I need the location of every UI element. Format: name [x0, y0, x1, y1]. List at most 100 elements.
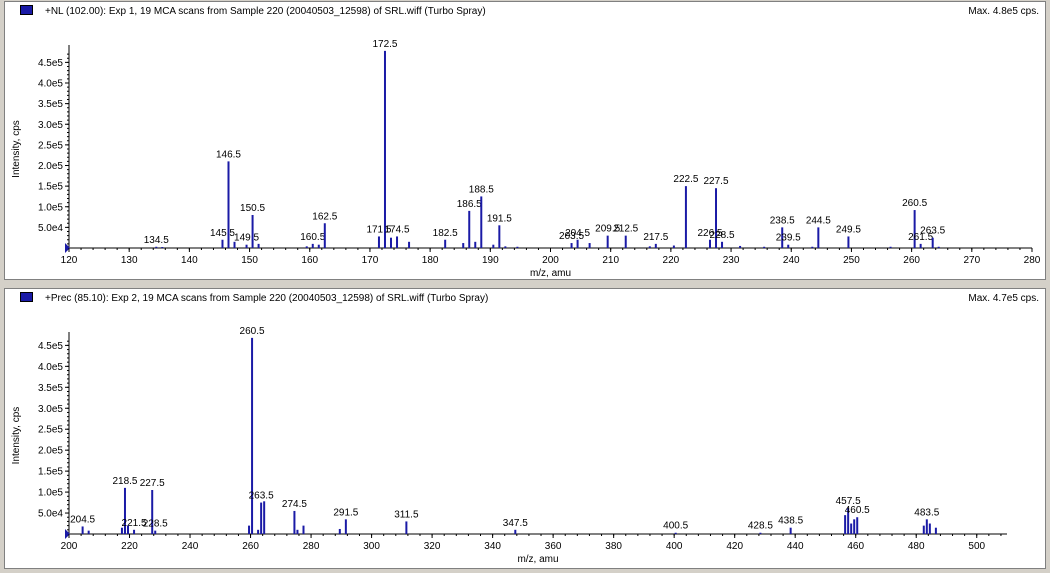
peak-label: 146.5: [216, 149, 241, 160]
x-tick-label: 400: [666, 541, 683, 552]
x-tick-label: 230: [723, 255, 740, 266]
peak-label: 249.5: [836, 224, 861, 235]
peak-label: 238.5: [770, 215, 795, 226]
origin-marker-icon: [65, 529, 70, 539]
peak-label: 186.5: [457, 199, 482, 210]
series-color-swatch: [20, 292, 33, 302]
peak-label: 162.5: [312, 211, 337, 222]
y-tick-label: 1.0e5: [38, 202, 63, 213]
x-tick-label: 250: [843, 255, 860, 266]
x-tick-label: 210: [602, 255, 619, 266]
x-tick-label: 320: [424, 541, 441, 552]
y-tick-label: 4.5e5: [38, 58, 63, 69]
peak-label: 227.5: [704, 176, 729, 187]
peak-label: 204.5: [565, 228, 590, 239]
panel-title: +NL (102.00): Exp 1, 19 MCA scans from S…: [45, 6, 486, 17]
peak-label: 218.5: [112, 476, 137, 487]
x-tick-label: 360: [545, 541, 562, 552]
x-tick-label: 500: [968, 541, 985, 552]
x-tick-label: 260: [242, 541, 259, 552]
peak-label: 150.5: [240, 203, 265, 214]
x-tick-label: 130: [121, 255, 138, 266]
spectrum-panel-2: +Prec (85.10): Exp 2, 19 MCA scans from …: [4, 288, 1046, 569]
peak-label: 191.5: [487, 213, 512, 224]
x-tick-label: 460: [847, 541, 864, 552]
x-tick-label: 160: [301, 255, 318, 266]
peak-label: 188.5: [469, 184, 494, 195]
panel-title: +Prec (85.10): Exp 2, 19 MCA scans from …: [45, 293, 489, 304]
panel-header: +Prec (85.10): Exp 2, 19 MCA scans from …: [5, 289, 1045, 307]
panel-header: +NL (102.00): Exp 1, 19 MCA scans from S…: [5, 2, 1045, 20]
x-tick-label: 200: [61, 541, 78, 552]
x-tick-label: 480: [908, 541, 925, 552]
peak-label: 311.5: [394, 509, 419, 520]
peak-label: 226.5: [697, 228, 722, 239]
peak-label: 438.5: [778, 516, 803, 527]
peak-label: 145.5: [210, 228, 235, 239]
spectrum-chart-1: 120 130 140 150 160 170 180 190 200 210 220 230 240 2…: [11, 39, 1041, 279]
y-axis-label: Intensity, cps: [11, 407, 22, 465]
y-tick-label: 2.0e5: [38, 446, 63, 457]
y-tick-label: 4.5e5: [38, 341, 63, 352]
y-tick-label: 2.5e5: [38, 425, 63, 436]
x-tick-label: 200: [542, 255, 559, 266]
x-tick-label: 270: [963, 255, 980, 266]
y-tick-label: 3.5e5: [38, 99, 63, 110]
peak-label: 460.5: [845, 505, 870, 516]
y-tick-label: 1.5e5: [38, 182, 63, 193]
peak-label: 274.5: [282, 499, 307, 510]
peak-label: 203.5: [559, 231, 584, 242]
peak-label: 171.5: [366, 224, 391, 235]
peak-label: 149.5: [234, 233, 259, 244]
peak-label: 260.5: [240, 326, 265, 337]
peak-label: 483.5: [914, 507, 939, 518]
peak-label: 217.5: [643, 232, 668, 243]
y-tick-label: 3.5e5: [38, 383, 63, 394]
max-intensity-label: Max. 4.8e5 cps.: [968, 6, 1039, 17]
x-tick-label: 240: [182, 541, 199, 552]
peak-label: 204.5: [70, 514, 95, 525]
origin-marker-icon: [65, 243, 70, 253]
peak-label: 244.5: [806, 215, 831, 226]
peak-label: 291.5: [333, 507, 358, 518]
peak-label: 160.5: [300, 232, 325, 243]
y-tick-label: 2.5e5: [38, 140, 63, 151]
peak-label: 227.5: [140, 478, 165, 489]
x-tick-label: 190: [482, 255, 499, 266]
x-tick-label: 260: [903, 255, 920, 266]
y-tick-label: 2.0e5: [38, 161, 63, 172]
x-tick-label: 220: [663, 255, 680, 266]
x-tick-label: 300: [363, 541, 380, 552]
y-tick-label: 3.0e5: [38, 120, 63, 131]
peak-label: 260.5: [902, 198, 927, 209]
peak-label: 182.5: [433, 228, 458, 239]
peak-label: 174.5: [385, 224, 410, 235]
x-tick-label: 420: [726, 541, 743, 552]
peak-label: 457.5: [836, 496, 861, 507]
y-tick-label: 1.0e5: [38, 488, 63, 499]
peak-label: 428.5: [748, 521, 773, 532]
x-tick-label: 240: [783, 255, 800, 266]
x-tick-label: 120: [61, 255, 78, 266]
y-tick-label: 3.0e5: [38, 404, 63, 415]
y-tick-label: 4.0e5: [38, 79, 63, 90]
x-tick-label: 340: [484, 541, 501, 552]
x-tick-label: 440: [787, 541, 804, 552]
peak-label: 228.5: [710, 230, 735, 241]
peak-label: 263.5: [249, 491, 274, 502]
y-axis-label: Intensity, cps: [11, 120, 22, 178]
x-tick-label: 140: [181, 255, 198, 266]
peak-label: 209.5: [595, 224, 620, 235]
peak-label: 212.5: [613, 224, 638, 235]
x-tick-label: 280: [303, 541, 320, 552]
x-axis-label: m/z, amu: [517, 554, 558, 565]
max-intensity-label: Max. 4.7e5 cps.: [968, 293, 1039, 304]
y-tick-label: 1.5e5: [38, 467, 63, 478]
peak-label: 263.5: [920, 226, 945, 237]
x-tick-label: 180: [422, 255, 439, 266]
peak-label: 347.5: [503, 518, 528, 529]
peak-label: 221.5: [122, 518, 147, 529]
peak-label: 261.5: [908, 232, 933, 243]
y-tick-label: 4.0e5: [38, 362, 63, 373]
series-color-swatch: [20, 5, 33, 15]
